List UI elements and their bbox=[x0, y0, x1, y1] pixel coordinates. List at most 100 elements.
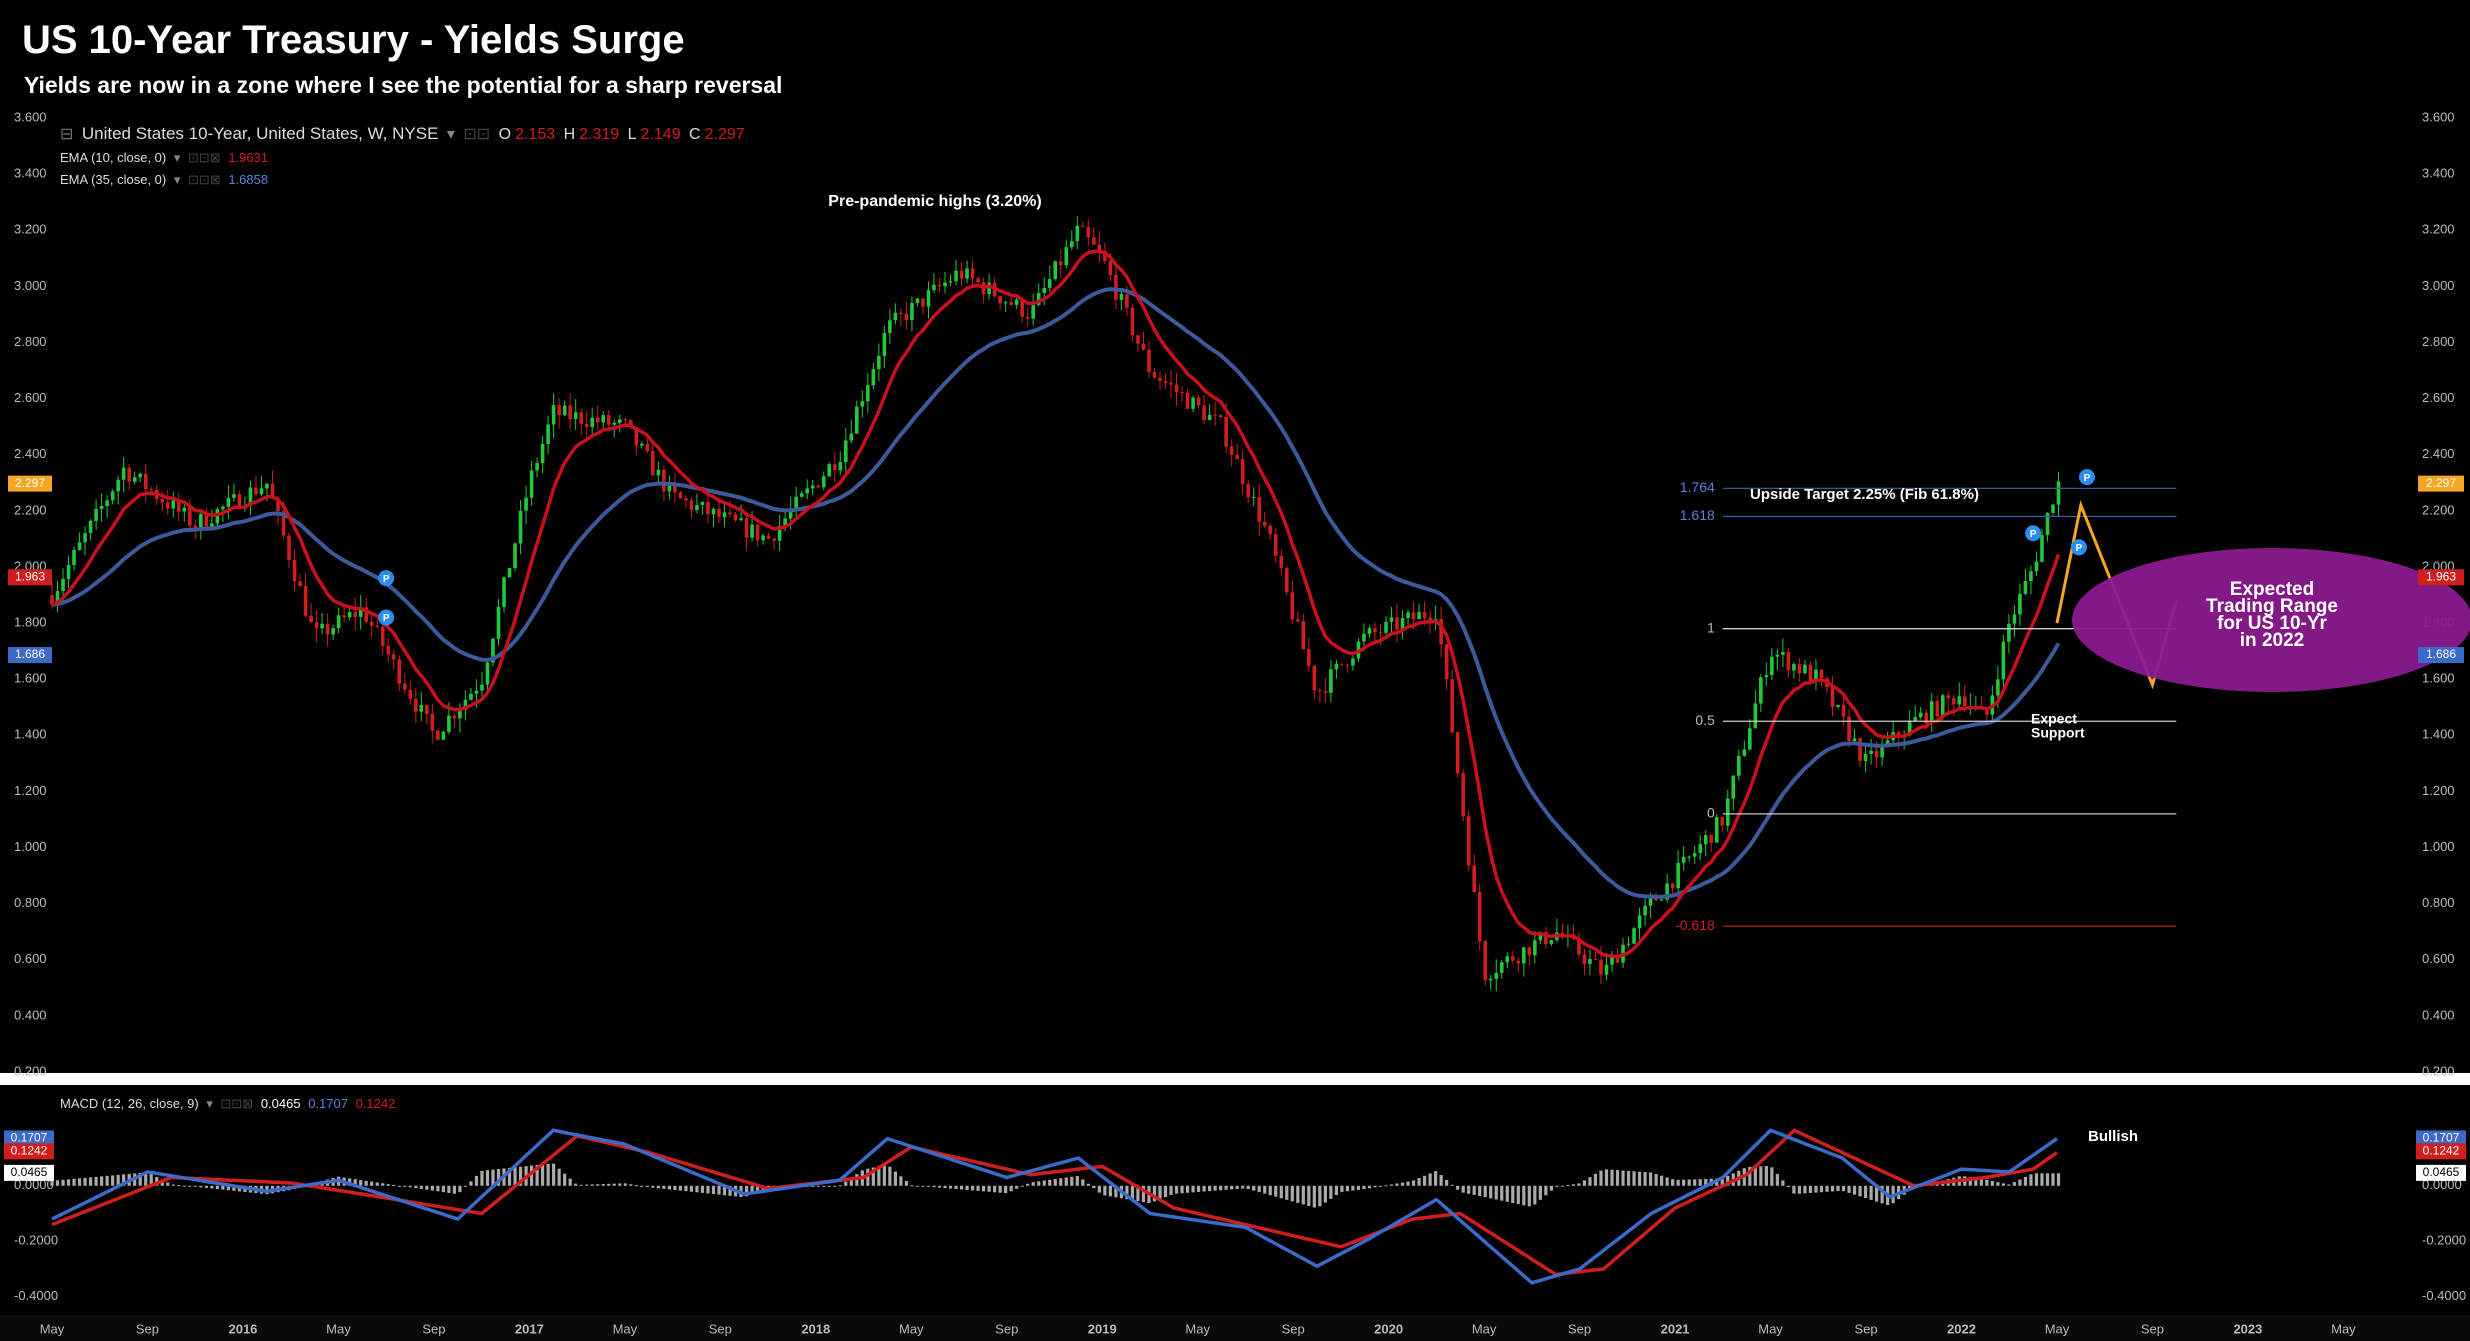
candle-body bbox=[1477, 892, 1482, 942]
pivot-marker-label: P bbox=[383, 613, 390, 624]
candle-body bbox=[165, 502, 170, 509]
macd-histogram-bar bbox=[1351, 1185, 1355, 1191]
candle-body bbox=[480, 684, 484, 691]
macd-histogram-bar bbox=[1037, 1181, 1041, 1186]
macd-histogram-bar bbox=[1770, 1167, 1774, 1186]
candle-body bbox=[1929, 701, 1934, 724]
macd-histogram-bar bbox=[1682, 1179, 1686, 1186]
macd-histogram-bar bbox=[1208, 1185, 1212, 1192]
candle-body bbox=[1935, 701, 1940, 717]
legend-dropdown-icon[interactable]: ▾ bbox=[173, 150, 181, 165]
x-tick-label: Sep bbox=[995, 1321, 1018, 1336]
pane-separator bbox=[0, 1073, 2470, 1085]
candle-body bbox=[270, 483, 275, 499]
ema10-legend[interactable]: EMA (10, close, 0) ▾ ⊡⊡⊠ 1.9631 bbox=[60, 150, 272, 166]
x-tick-label: 2023 bbox=[2233, 1321, 2262, 1336]
candle-body bbox=[2018, 593, 2022, 615]
macd-histogram-bar bbox=[1329, 1185, 1333, 1199]
trading-range-text: for US 10-Yr bbox=[2217, 613, 2327, 634]
legend-toggle-icon[interactable]: ⊟ bbox=[60, 126, 74, 143]
macd-histogram-bar bbox=[1858, 1185, 1862, 1197]
symbol-legend: ⊟ United States 10-Year, United States, … bbox=[60, 124, 749, 144]
macd-histogram-bar bbox=[2040, 1173, 2044, 1186]
legend-settings-icon[interactable]: ⊡⊡⊠ bbox=[188, 150, 221, 165]
y-tick-left: 2.200 bbox=[14, 502, 47, 517]
candle-body bbox=[276, 498, 280, 512]
x-tick-label: Sep bbox=[1568, 1321, 1591, 1336]
macd-histogram-bar bbox=[893, 1171, 897, 1186]
candle-body bbox=[1577, 938, 1581, 955]
candle-body bbox=[1075, 225, 1080, 242]
candle-body bbox=[1400, 618, 1405, 630]
y-tick-right: 0.800 bbox=[2422, 895, 2455, 910]
candle-body bbox=[1896, 731, 1901, 738]
candle-body bbox=[281, 511, 286, 536]
candle-body bbox=[568, 405, 572, 420]
candle-body bbox=[1836, 705, 1840, 707]
candle-body bbox=[832, 464, 837, 471]
macd-histogram-bar bbox=[2001, 1183, 2005, 1186]
candle-body bbox=[1803, 664, 1807, 674]
macd-histogram-bar bbox=[948, 1185, 953, 1189]
macd-histogram-bar bbox=[1367, 1185, 1372, 1189]
macd-histogram-bar bbox=[717, 1185, 721, 1195]
macd-histogram-bar bbox=[656, 1185, 660, 1189]
candle-body bbox=[458, 709, 462, 719]
macd-histogram-bar bbox=[122, 1174, 126, 1186]
macd-histogram-bar bbox=[1285, 1185, 1289, 1200]
macd-label-left: 0.0465 bbox=[11, 1165, 48, 1179]
macd-label-left-bg bbox=[4, 1164, 54, 1181]
legend-settings-icon[interactable]: ⊡⊡ bbox=[463, 126, 491, 143]
macd-histogram-bar bbox=[1334, 1185, 1338, 1196]
candle-body bbox=[1781, 652, 1785, 655]
legend-dropdown-icon[interactable]: ▾ bbox=[446, 126, 455, 143]
candle-body bbox=[160, 498, 165, 503]
y-tick-left: 1.200 bbox=[14, 783, 47, 798]
macd-histogram-bar bbox=[518, 1166, 523, 1186]
candle-body bbox=[755, 524, 760, 541]
candle-body bbox=[1957, 696, 1962, 705]
candle-body bbox=[1874, 750, 1879, 758]
macd-histogram-bar bbox=[590, 1184, 594, 1186]
legend-settings-icon[interactable]: ⊡⊡⊠ bbox=[188, 172, 221, 187]
candle-body bbox=[1323, 691, 1328, 693]
candle-body bbox=[1036, 292, 1041, 305]
macd-histogram-bar bbox=[1671, 1179, 1675, 1186]
candle-body bbox=[491, 638, 495, 663]
candle-body bbox=[678, 492, 683, 499]
macd-histogram-bar bbox=[816, 1185, 820, 1187]
ema35-label: EMA (35, close, 0) bbox=[60, 172, 167, 187]
ema35-legend[interactable]: EMA (35, close, 0) ▾ ⊡⊡⊠ 1.6858 bbox=[60, 172, 272, 188]
candle-body bbox=[204, 514, 209, 527]
candle-body bbox=[1009, 302, 1013, 305]
candle-body bbox=[689, 500, 694, 510]
candle-body bbox=[612, 422, 617, 425]
candle-body bbox=[83, 533, 87, 543]
candle-body bbox=[1797, 664, 1802, 674]
macd-histogram-bar bbox=[1544, 1185, 1548, 1196]
macd-histogram-bar bbox=[976, 1185, 980, 1191]
macd-histogram-bar bbox=[811, 1185, 815, 1187]
legend-dropdown-icon[interactable]: ▾ bbox=[173, 172, 181, 187]
macd-histogram-bar bbox=[1836, 1185, 1840, 1192]
macd-histogram-bar bbox=[1852, 1185, 1857, 1195]
macd-histogram-bar bbox=[1533, 1185, 1537, 1205]
y-tick-right: 0.200 bbox=[2422, 1063, 2455, 1078]
candle-body bbox=[1284, 568, 1289, 593]
candle-body bbox=[2012, 614, 2017, 624]
candle-body bbox=[706, 502, 710, 515]
x-tick-label: May bbox=[1758, 1321, 1783, 1336]
candle-body bbox=[1428, 617, 1432, 621]
candle-body bbox=[232, 494, 236, 498]
candle-body bbox=[182, 507, 187, 512]
bullish-annotation: Bullish bbox=[2088, 1128, 2138, 1145]
legend-dropdown-icon[interactable]: ▾ bbox=[206, 1096, 213, 1111]
macd-histogram-bar bbox=[1483, 1185, 1487, 1198]
candle-body bbox=[469, 693, 473, 700]
candle-body bbox=[1268, 525, 1273, 535]
pivot-marker bbox=[2070, 539, 2087, 556]
macd-histogram-bar bbox=[1450, 1184, 1454, 1186]
legend-settings-icon[interactable]: ⊡⊡⊠ bbox=[220, 1096, 254, 1111]
macd-legend[interactable]: MACD (12, 26, close, 9) ▾ ⊡⊡⊠ 0.0465 0.1… bbox=[60, 1096, 399, 1112]
candle-body bbox=[1444, 644, 1449, 680]
